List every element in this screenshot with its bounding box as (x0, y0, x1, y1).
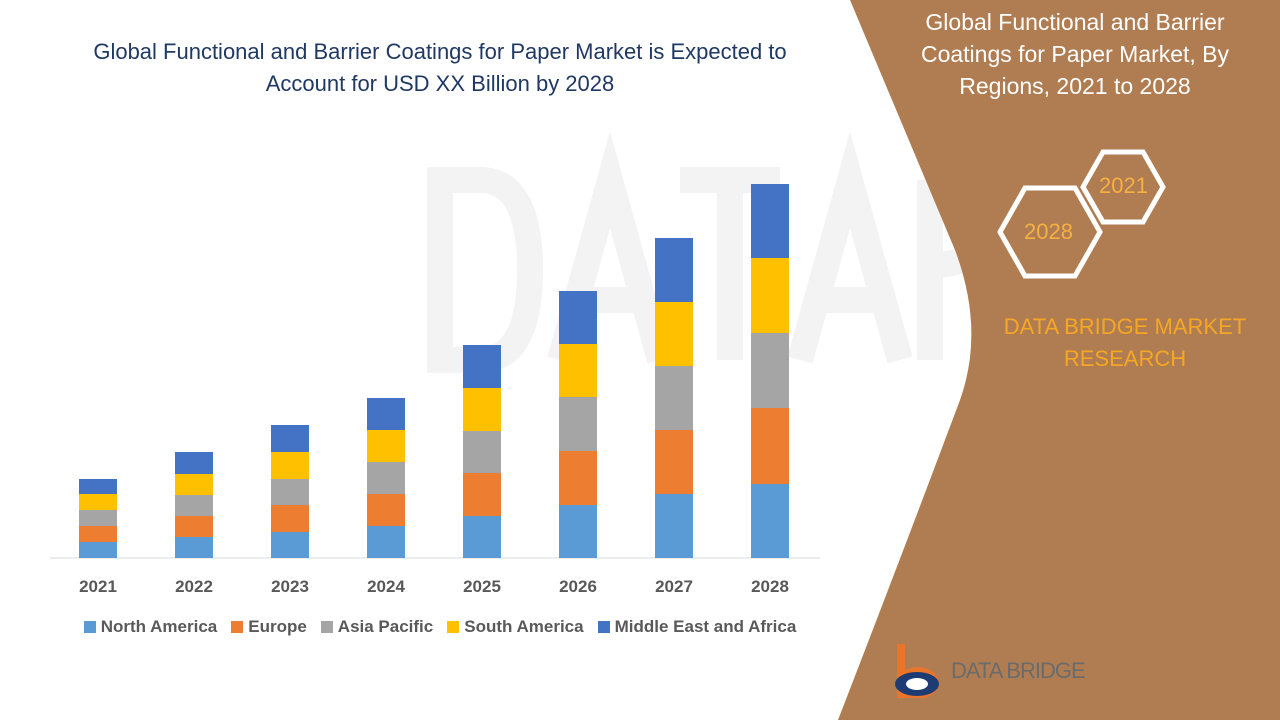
legend-swatch (83, 621, 96, 633)
bar-segment-2025-1 (463, 473, 501, 516)
x-tick-label: 2028 (751, 577, 789, 596)
bar-segment-2024-2 (367, 462, 405, 494)
bar-segment-2021-3 (79, 494, 117, 510)
legend-item: North America (83, 617, 218, 637)
legend-swatch (597, 621, 610, 633)
bar-segment-2028-4 (751, 184, 789, 258)
legend-swatch (231, 621, 244, 633)
bar-segment-2026-3 (559, 344, 597, 397)
legend-item: Middle East and Africa (597, 617, 797, 637)
bar-segment-2024-4 (367, 398, 405, 430)
bar-segment-2023-2 (271, 479, 309, 505)
hex-label-end: 2028 (1024, 219, 1073, 244)
bar-segment-2022-2 (175, 495, 213, 516)
logo-text: DATA BRIDGE (951, 658, 1086, 683)
bar-segment-2024-0 (367, 526, 405, 558)
bar-segment-2025-2 (463, 431, 501, 473)
legend-swatch (447, 621, 460, 633)
bar-segment-2024-3 (367, 430, 405, 462)
bar-segment-2023-3 (271, 452, 309, 479)
legend-item: South America (447, 617, 584, 637)
logo: DATA BRIDGE (885, 640, 1086, 702)
bar-segment-2028-1 (751, 408, 789, 484)
legend-label: Europe (248, 617, 307, 636)
bar-segment-2027-3 (655, 302, 693, 366)
bar-segment-2022-3 (175, 474, 213, 495)
x-tick-label: 2024 (367, 577, 405, 596)
x-tick-label: 2022 (175, 577, 213, 596)
bar-segment-2021-4 (79, 479, 117, 494)
legend-label: South America (464, 617, 584, 636)
bar-segment-2027-4 (655, 238, 693, 302)
logo-icon (895, 644, 939, 698)
x-tick-label: 2027 (655, 577, 693, 596)
bar-segment-2024-1 (367, 494, 405, 526)
hexagon-2021-icon (1080, 149, 1166, 225)
bar-segment-2023-1 (271, 505, 309, 532)
bar-segment-2028-0 (751, 484, 789, 558)
legend-swatch (320, 621, 333, 633)
bar-segment-2025-3 (463, 388, 501, 431)
x-tick-label: 2021 (79, 577, 117, 596)
legend-label: North America (100, 617, 218, 636)
legend-item: Asia Pacific (320, 617, 434, 637)
chart-title: Global Functional and Barrier Coatings f… (93, 39, 787, 96)
bar-segment-2025-0 (463, 516, 501, 558)
bar-segment-2026-0 (559, 505, 597, 558)
side-panel-title: Global Functional and Barrier Coatings f… (920, 9, 1230, 99)
legend: North America Europe Asia Pacific South Ame… (60, 617, 820, 637)
bar-segment-2026-2 (559, 397, 597, 451)
bar-segment-2028-3 (751, 258, 789, 333)
hexagon-2028-icon (997, 185, 1103, 279)
bar-segment-2027-1 (655, 430, 693, 494)
bar-segment-2021-1 (79, 526, 117, 542)
bar-segment-2022-0 (175, 537, 213, 558)
legend-label: Middle East and Africa (614, 617, 797, 636)
bar-segment-2028-2 (751, 333, 789, 408)
x-tick-label: 2025 (463, 577, 501, 596)
bar-segment-2022-1 (175, 516, 213, 537)
x-tick-label: 2023 (271, 577, 309, 596)
legend-label: Asia Pacific (337, 617, 434, 636)
bar-segment-2021-2 (79, 510, 117, 526)
bar-segment-2027-2 (655, 366, 693, 430)
bar-segment-2021-0 (79, 542, 117, 558)
bar-segment-2026-4 (559, 291, 597, 344)
legend-item: Europe (231, 617, 307, 637)
bar-segment-2027-0 (655, 494, 693, 558)
brand-text: DATA BRIDGE MARKET RESEARCH (1003, 314, 1247, 371)
hex-label-start: 2021 (1099, 173, 1148, 198)
bar-segment-2022-4 (175, 452, 213, 474)
bar-segment-2023-0 (271, 532, 309, 558)
bar-segment-2025-4 (463, 345, 501, 388)
x-tick-label: 2026 (559, 577, 597, 596)
bar-segment-2023-4 (271, 425, 309, 452)
bar-segment-2026-1 (559, 451, 597, 505)
